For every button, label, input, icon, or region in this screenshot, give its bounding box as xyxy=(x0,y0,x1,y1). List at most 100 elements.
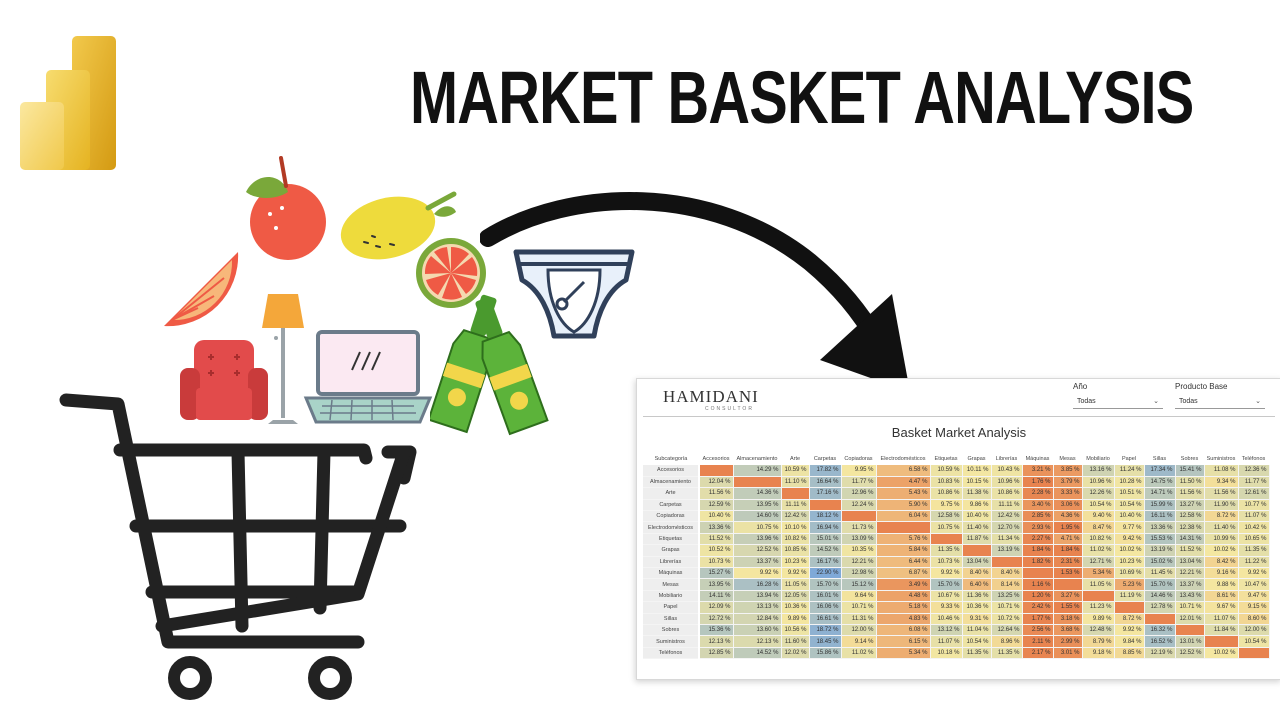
matrix-cell: 3.85 % xyxy=(1053,465,1083,477)
matrix-cell: 18.12 % xyxy=(809,510,842,523)
matrix-column-header: Sobres xyxy=(1180,456,1199,462)
matrix-cell: 13.19 % xyxy=(1144,544,1176,557)
matrix-cell: 13.04 % xyxy=(962,556,992,569)
matrix-cell: 5.90 % xyxy=(876,499,931,512)
product-slicer-label: Producto Base xyxy=(1175,382,1228,391)
matrix-cell: 15.70 % xyxy=(809,578,842,591)
matrix-cell: 15.53 % xyxy=(1144,533,1176,546)
matrix-cell: 2.28 % xyxy=(1022,487,1054,500)
matrix-cell: 9.89 % xyxy=(1082,613,1115,625)
matrix-cell: 10.36 % xyxy=(781,601,810,614)
matrix-row-header: Etiquetas xyxy=(643,533,700,546)
matrix-diagonal-cell xyxy=(841,510,877,523)
matrix-cell: 14.36 % xyxy=(733,487,782,500)
product-slicer-value: Todas xyxy=(1179,398,1198,405)
matrix-cell: 12.19 % xyxy=(1144,647,1176,660)
matrix-cell: 11.50 % xyxy=(1175,476,1205,489)
chevron-down-icon: ⌄ xyxy=(1255,398,1261,405)
matrix-cell: 11.11 % xyxy=(991,499,1023,512)
matrix-cell: 9.92 % xyxy=(1114,624,1145,637)
matrix-cell: 16.94 % xyxy=(809,521,842,534)
matrix-cell: 10.40 % xyxy=(699,510,734,523)
matrix-cell: 10.54 % xyxy=(1082,499,1115,512)
matrix-cell: 15.01 % xyxy=(809,533,842,546)
matrix-cell: 11.34 % xyxy=(991,533,1023,546)
matrix-cell: 10.75 % xyxy=(930,521,963,534)
shopping-cart-icon xyxy=(59,393,417,700)
matrix-cell: 1.95 % xyxy=(1053,521,1083,534)
matrix-cell: 14.75 % xyxy=(1144,476,1176,489)
matrix-diagonal-cell xyxy=(809,499,842,512)
matrix-cell: 3.21 % xyxy=(1022,465,1054,477)
matrix-cell: 10.47 % xyxy=(1238,578,1270,591)
floor-lamp-icon xyxy=(262,294,304,424)
matrix-cell: 11.45 % xyxy=(1144,567,1176,580)
matrix-cell: 12.09 % xyxy=(699,601,734,614)
matrix-cell: 16.32 % xyxy=(1144,624,1176,637)
matrix-cell: 3.06 % xyxy=(1053,499,1083,512)
matrix-cell: 1.20 % xyxy=(1022,590,1054,603)
matrix-cell: 10.51 % xyxy=(1114,487,1145,500)
matrix-cell: 12.05 % xyxy=(781,590,810,603)
matrix-cell: 11.84 % xyxy=(1204,624,1239,637)
matrix-cell: 10.54 % xyxy=(1114,499,1145,512)
chevron-down-icon: ⌄ xyxy=(1153,398,1159,405)
matrix-cell: 11.40 % xyxy=(1204,521,1239,534)
year-slicer-label: Año xyxy=(1073,382,1088,391)
matrix-diagonal-cell xyxy=(930,533,963,546)
matrix-cell: 17.34 % xyxy=(1144,465,1176,477)
matrix-cell: 22.90 % xyxy=(809,567,842,580)
matrix-cell: 9.64 % xyxy=(841,590,877,603)
matrix-cell: 9.89 % xyxy=(781,613,810,625)
matrix-cell: 9.33 % xyxy=(930,601,963,614)
matrix-cell: 12.26 % xyxy=(1082,487,1115,500)
matrix-cell: 9.42 % xyxy=(1114,533,1145,546)
matrix-cell: 11.05 % xyxy=(1082,578,1115,591)
matrix-row-header: Suministros xyxy=(643,635,700,648)
matrix-cell: 10.23 % xyxy=(781,556,810,569)
matrix-cell: 10.54 % xyxy=(1238,635,1270,648)
matrix-cell: 10.69 % xyxy=(1114,567,1145,580)
matrix-cell: 6.08 % xyxy=(876,624,931,637)
matrix-cell: 9.40 % xyxy=(1082,510,1115,523)
matrix-diagonal-cell xyxy=(781,487,810,500)
matrix-cell: 4.71 % xyxy=(1053,533,1083,546)
matrix-cell: 11.19 % xyxy=(1114,590,1145,603)
apple-icon xyxy=(246,156,326,260)
matrix-cell: 16.17 % xyxy=(809,556,842,569)
product-slicer[interactable]: Todas ⌄ xyxy=(1175,395,1265,409)
matrix-row-header: Copiadoras xyxy=(643,510,700,523)
matrix-cell: 11.22 % xyxy=(1238,556,1270,569)
matrix-cell: 14.52 % xyxy=(809,544,842,557)
matrix-cell: 5.18 % xyxy=(876,601,931,614)
matrix-cell: 11.56 % xyxy=(1204,487,1239,500)
matrix-cell: 1.53 % xyxy=(1053,567,1083,580)
matrix-cell: 8.40 % xyxy=(962,567,992,580)
matrix-cell: 12.42 % xyxy=(991,510,1023,523)
matrix-cell: 10.71 % xyxy=(1175,601,1205,614)
matrix-cell: 15.27 % xyxy=(699,567,734,580)
matrix-cell: 2.31 % xyxy=(1053,556,1083,569)
matrix-cell: 11.08 % xyxy=(1204,465,1239,477)
matrix-cell: 8.79 % xyxy=(1082,635,1115,648)
matrix-cell: 10.96 % xyxy=(991,476,1023,489)
matrix-cell: 13.25 % xyxy=(991,590,1023,603)
matrix-cell: 10.71 % xyxy=(841,601,877,614)
matrix-cell: 9.77 % xyxy=(1114,521,1145,534)
matrix-cell: 13.27 % xyxy=(1175,499,1205,512)
matrix-cell: 5.76 % xyxy=(876,533,931,546)
matrix-cell: 18.45 % xyxy=(809,635,842,648)
year-slicer[interactable]: Todas ⌄ xyxy=(1073,395,1163,409)
matrix-cell: 16.28 % xyxy=(733,578,782,591)
matrix-cell: 11.35 % xyxy=(991,647,1023,660)
header-divider xyxy=(643,416,1275,417)
matrix-cell: 13.43 % xyxy=(1175,590,1205,603)
matrix-cell: 13.01 % xyxy=(1175,635,1205,648)
matrix-cell: 9.92 % xyxy=(781,567,810,580)
matrix-cell: 13.96 % xyxy=(733,533,782,546)
matrix-cell: 4.48 % xyxy=(876,590,931,603)
matrix-cell: 11.35 % xyxy=(930,544,963,557)
matrix-cell: 10.82 % xyxy=(781,533,810,546)
matrix-diagonal-cell xyxy=(1082,590,1115,603)
matrix-cell: 14.46 % xyxy=(1144,590,1176,603)
